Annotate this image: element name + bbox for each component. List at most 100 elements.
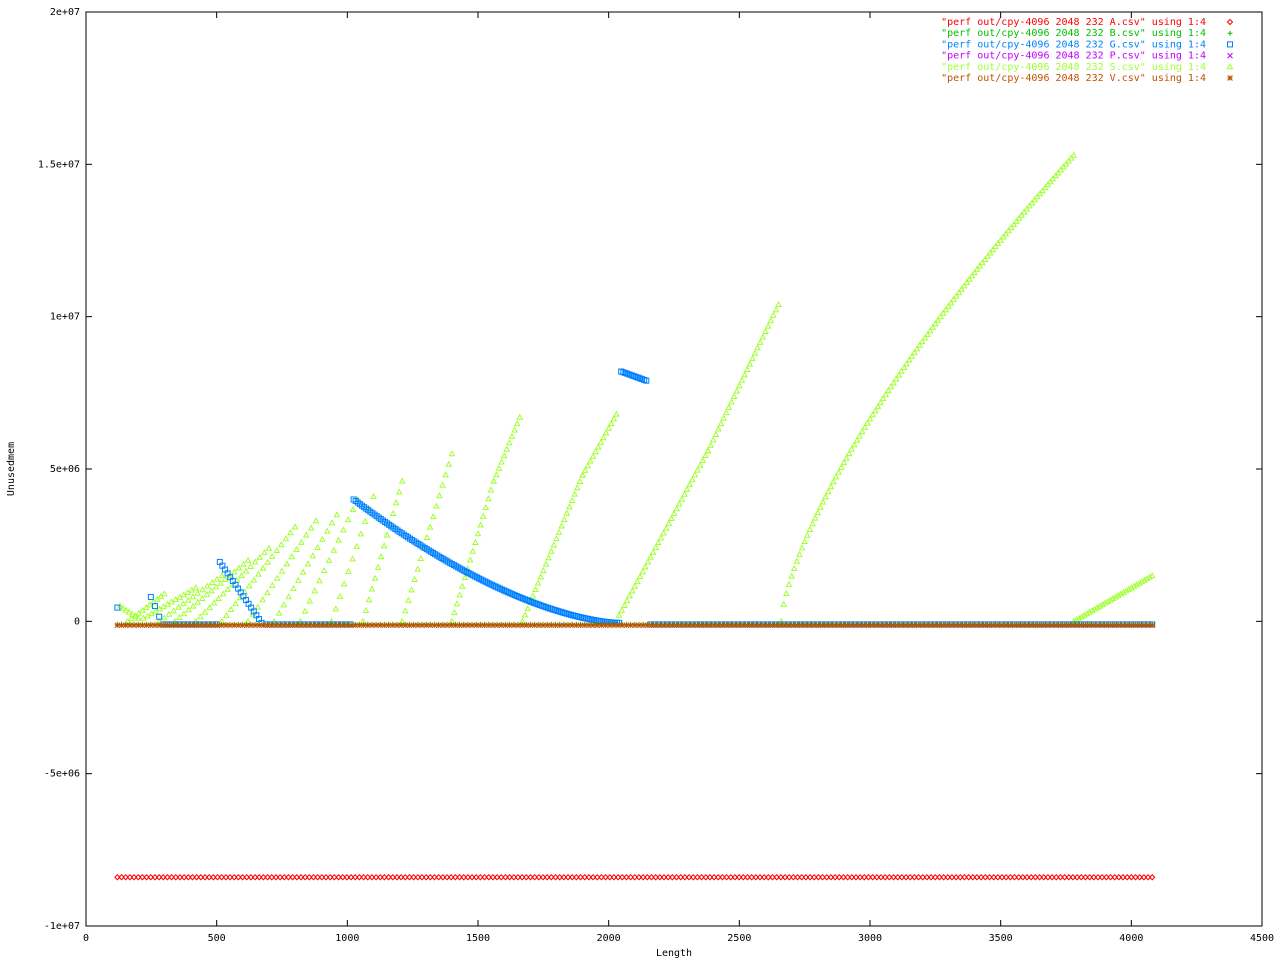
data-point [423, 622, 430, 629]
data-point [627, 874, 634, 881]
data-point [256, 622, 263, 629]
data-point [685, 874, 693, 881]
data-point [494, 622, 500, 629]
data-point [180, 874, 188, 881]
data-point [790, 622, 797, 629]
data-point [656, 622, 663, 629]
data-point [291, 523, 299, 530]
data-point [711, 622, 717, 629]
data-point [192, 617, 200, 624]
data-point [230, 568, 238, 575]
data-point [447, 874, 455, 881]
legend-marker [1226, 63, 1234, 70]
data-point [727, 622, 734, 629]
data-point [698, 622, 705, 629]
data-point [1041, 184, 1049, 191]
data-point [394, 622, 400, 629]
data-point [519, 622, 525, 629]
data-point [314, 874, 321, 881]
data-point [1127, 584, 1135, 591]
data-point [976, 262, 984, 269]
data-point [673, 505, 680, 512]
data-point [185, 874, 192, 881]
data-point [619, 874, 626, 881]
data-point [840, 459, 848, 466]
data-point [218, 572, 226, 579]
data-point [506, 622, 513, 629]
data-point [712, 430, 720, 437]
data-point [466, 556, 474, 563]
data-point [1098, 874, 1106, 881]
data-point [707, 441, 714, 448]
data-point [861, 874, 868, 881]
data-point [126, 874, 134, 881]
data-point [339, 622, 346, 629]
data-point [285, 874, 292, 881]
data-point [670, 510, 678, 517]
data-point [835, 468, 842, 475]
data-point [973, 874, 981, 881]
data-point [756, 874, 764, 881]
data-point [882, 391, 890, 398]
data-point [397, 874, 405, 881]
data-point [581, 874, 588, 881]
data-point [686, 622, 692, 629]
data-point [218, 874, 225, 881]
data-point [592, 448, 599, 455]
data-point [473, 622, 480, 629]
data-point [965, 275, 973, 282]
data-point [641, 563, 649, 570]
data-point [911, 622, 918, 629]
data-point [882, 622, 889, 629]
data-point [560, 874, 568, 881]
data-point [152, 622, 158, 629]
data-point [219, 590, 227, 597]
data-point [360, 874, 367, 881]
data-point [857, 622, 863, 629]
data-point [477, 874, 484, 881]
data-point [323, 622, 329, 629]
data-point [185, 622, 192, 629]
data-point [451, 609, 458, 616]
data-point [725, 403, 733, 410]
data-point [1090, 874, 1098, 881]
data-point [290, 584, 297, 592]
data-point [798, 874, 805, 881]
data-point [1120, 588, 1127, 595]
data-point [719, 622, 726, 629]
data-point [172, 622, 179, 629]
legend-entry-label: "perf out/cpy-4096 2048 232 B.csv" using… [941, 28, 1206, 39]
data-point [288, 553, 296, 560]
data-point [239, 874, 246, 881]
data-point [275, 609, 283, 616]
data-point [277, 541, 285, 548]
data-point [761, 622, 768, 629]
data-point [814, 509, 822, 516]
data-point [184, 596, 192, 603]
data-point [648, 622, 655, 629]
data-point [147, 874, 154, 881]
data-point [189, 593, 197, 600]
data-point [1053, 622, 1060, 629]
data-point [335, 874, 342, 881]
data-point [740, 874, 747, 881]
data-point [448, 622, 455, 629]
data-point [493, 874, 501, 881]
data-point [931, 320, 939, 327]
data-point [122, 622, 129, 629]
data-point [626, 592, 633, 599]
data-point [926, 327, 934, 334]
data-point [469, 547, 477, 554]
data-point [527, 622, 534, 629]
data-point [669, 874, 676, 881]
data-point [490, 477, 498, 484]
data-point [419, 622, 425, 629]
data-point [623, 622, 630, 629]
data-point [418, 874, 426, 881]
data-point [453, 600, 461, 607]
data-point [878, 622, 884, 629]
data-point [673, 622, 680, 629]
data-point [371, 574, 379, 581]
data-point [151, 874, 159, 881]
